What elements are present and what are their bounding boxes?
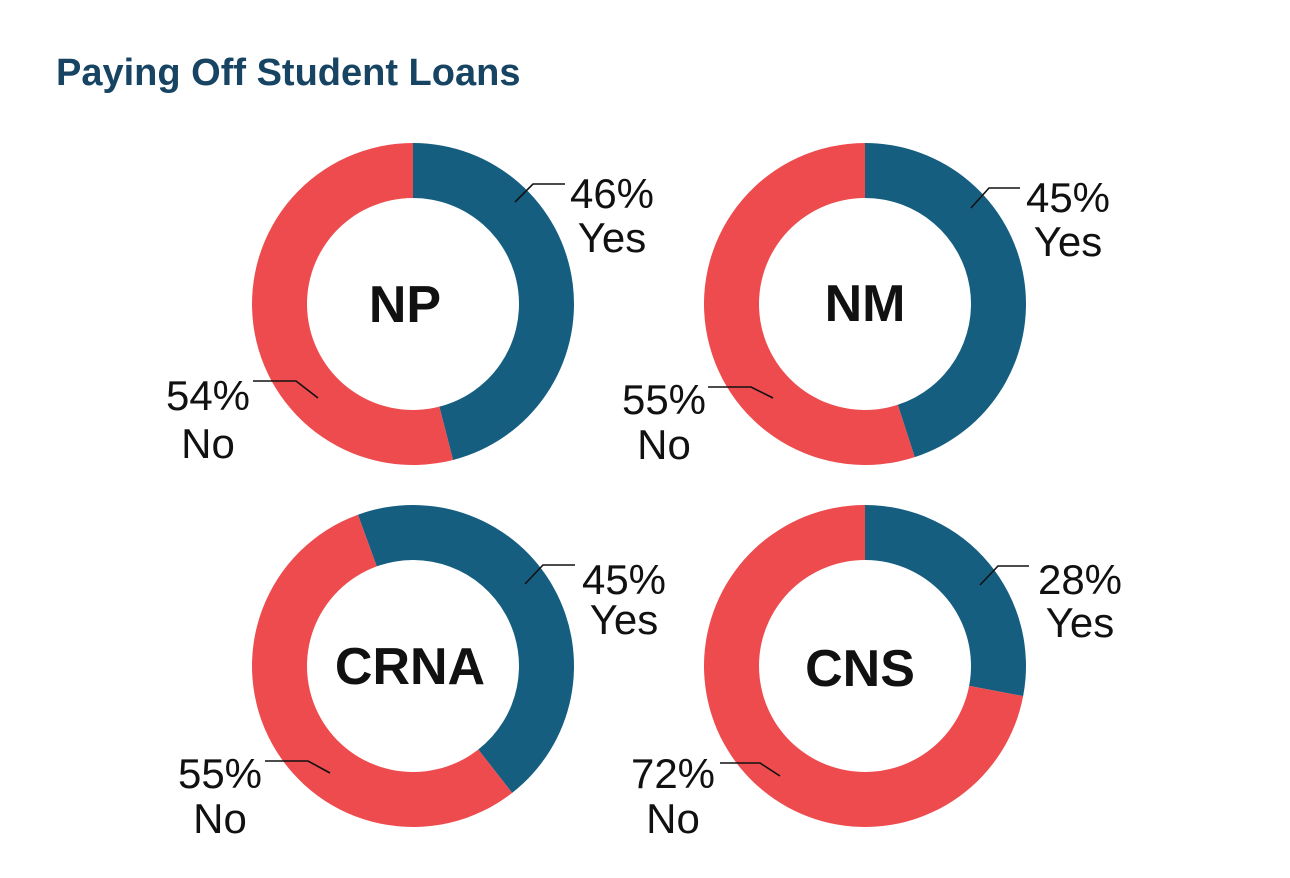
data-label-no-category: No	[181, 420, 235, 467]
donut-cns: CNS 28%Yes 72%No	[631, 504, 1122, 842]
slice-no	[252, 514, 513, 827]
donut-nm: NM 45%Yes 55%No	[622, 143, 1110, 468]
data-label-yes-category: Yes	[578, 214, 647, 261]
data-label-yes-category: Yes	[1034, 218, 1103, 265]
center-label: NM	[825, 275, 906, 333]
data-label-yes-percent: 45%	[1026, 174, 1110, 221]
leader-line-no	[708, 386, 774, 399]
leader-line-no	[265, 760, 331, 774]
slice-no	[704, 143, 915, 465]
data-label-no-percent: 54%	[166, 372, 250, 419]
data-label-no-category: No	[637, 421, 691, 468]
slice-no	[703, 504, 1024, 827]
leader-line-no	[720, 762, 781, 777]
slice-no	[251, 143, 454, 466]
slice-yes	[357, 504, 575, 793]
center-label: CNS	[805, 640, 915, 698]
data-label-yes-category: Yes	[1046, 599, 1115, 646]
donut-crna: CRNA 45%Yes 55%No	[178, 504, 666, 842]
leader-line-yes	[514, 183, 565, 203]
data-label-no-percent: 55%	[178, 750, 262, 797]
chart-title: Paying Off Student Loans	[56, 52, 521, 94]
data-label-yes-percent: 28%	[1038, 556, 1122, 603]
slice-yes	[865, 143, 1027, 458]
center-label: CRNA	[335, 638, 485, 696]
data-label-no-percent: 55%	[622, 376, 706, 423]
data-label-no-category: No	[193, 795, 247, 842]
slice-yes	[865, 505, 1026, 697]
data-label-yes-percent: 46%	[570, 170, 654, 217]
leader-line-yes	[979, 565, 1029, 586]
donut-np: NP 46%Yes 54%No	[166, 143, 654, 467]
data-label-no-category: No	[646, 795, 700, 842]
data-label-yes-percent: 45%	[582, 556, 666, 603]
data-label-no-percent: 72%	[631, 750, 715, 797]
data-label-yes-category: Yes	[590, 596, 659, 643]
leader-line-yes	[524, 564, 575, 585]
center-label: NP	[369, 276, 441, 334]
leader-line-yes	[970, 187, 1020, 209]
slice-yes	[413, 143, 574, 460]
leader-line-no	[253, 380, 319, 399]
